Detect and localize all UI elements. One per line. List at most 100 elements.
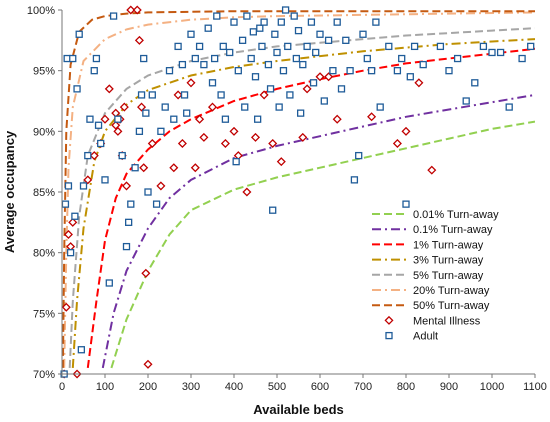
mental-illness-point (143, 359, 153, 369)
x-tick-label: 100 (96, 381, 114, 393)
mental-illness-point (401, 126, 411, 136)
adult-point (402, 200, 410, 208)
adult-point (200, 60, 208, 69)
adult-point (238, 36, 247, 44)
x-tick-label: 400 (225, 381, 243, 393)
mental-illness-point (276, 157, 286, 167)
adult-point (275, 103, 283, 111)
adult-point (125, 218, 133, 226)
adult-point (316, 30, 324, 38)
mental-illness-point (195, 114, 205, 124)
adult-point (243, 12, 251, 20)
mental-illness-point (190, 163, 200, 173)
mental-illness-point (186, 78, 196, 88)
adult-point (359, 30, 367, 38)
adult-point (226, 48, 234, 57)
legend-label: 1% Turn-away (413, 239, 484, 251)
legend-label: 5% Turn-away (413, 270, 484, 282)
adult-point (161, 103, 169, 111)
adult-point (213, 12, 221, 20)
adult-point (195, 42, 204, 51)
mental-illness-point (139, 163, 149, 173)
adult-point (170, 115, 178, 123)
y-axis-title: Average occupancy (2, 130, 17, 253)
adult-point (436, 42, 445, 51)
mental-illness-point (173, 90, 183, 100)
adult-point (260, 18, 268, 26)
adult-point (152, 200, 161, 208)
x-axis-title: Available beds (253, 402, 344, 417)
adult-point (174, 42, 182, 51)
mental-illness-point (250, 132, 261, 142)
mental-illness-point (177, 138, 187, 148)
adult-point (230, 18, 238, 26)
adult-point (406, 73, 414, 81)
mental-illness-point (104, 84, 114, 94)
adult-point (131, 164, 139, 172)
mental-illness-point (61, 302, 71, 312)
adult-point (251, 73, 260, 81)
mental-illness-point (83, 175, 93, 185)
adult-point (217, 91, 225, 99)
legend-label: Adult (413, 331, 438, 343)
adult-point (266, 85, 275, 93)
adult-point (105, 279, 113, 287)
points-layer (59, 5, 535, 379)
legend-swatch (384, 315, 394, 325)
adult-point (66, 249, 75, 257)
adult-point (219, 42, 227, 51)
mental-illness-point (242, 187, 252, 197)
legend-label: 0.1% Turn-away (413, 224, 493, 236)
x-tick-label: 1100 (523, 381, 547, 393)
adult-point (393, 67, 402, 75)
x-tick-label: 1000 (480, 381, 504, 393)
adult-point (140, 54, 148, 63)
adult-point (101, 176, 109, 184)
adult-point (496, 48, 505, 57)
curve-50-turn-away (62, 10, 535, 368)
adult-point (372, 18, 380, 26)
mental-illness-point (367, 112, 377, 122)
mental-illness-point (268, 138, 278, 148)
x-tick-label: 800 (397, 381, 415, 393)
adult-point (90, 67, 98, 75)
adult-point (346, 67, 354, 75)
adult-point (479, 42, 488, 51)
adult-point (204, 24, 212, 32)
mental-illness-point (89, 151, 99, 161)
adult-point (142, 109, 150, 117)
y-tick-label: 80% (33, 248, 55, 260)
mental-illness-point (126, 5, 136, 15)
legend-label: 50% Turn-away (413, 300, 490, 312)
mental-illness-point (414, 78, 424, 88)
adult-point (453, 54, 462, 63)
adult-point (253, 115, 262, 123)
adult-point (165, 67, 174, 75)
adult-point (337, 85, 346, 93)
adult-point (286, 91, 294, 99)
mental-illness-point (121, 181, 132, 191)
adult-point (277, 18, 285, 26)
adult-point (122, 242, 131, 251)
mental-illness-point (229, 126, 239, 136)
adult-point (385, 42, 393, 51)
adult-point (118, 151, 126, 160)
adult-point (505, 103, 513, 111)
adult-point (309, 79, 318, 87)
legend-label: 0.01% Turn-away (413, 209, 499, 221)
adult-point (148, 91, 156, 99)
adult-point (320, 97, 328, 105)
mental-illness-point (315, 72, 325, 82)
mental-illness-point (332, 114, 342, 124)
adult-point (294, 26, 303, 35)
x-tick-label: 700 (354, 381, 372, 393)
adult-point (157, 127, 165, 135)
adult-point (290, 12, 298, 20)
adult-point (307, 18, 316, 26)
adult-point (264, 60, 273, 69)
mental-illness-point (392, 138, 402, 148)
x-tick-label: 200 (139, 381, 157, 393)
adult-point (376, 103, 384, 111)
adult-point (269, 206, 277, 214)
